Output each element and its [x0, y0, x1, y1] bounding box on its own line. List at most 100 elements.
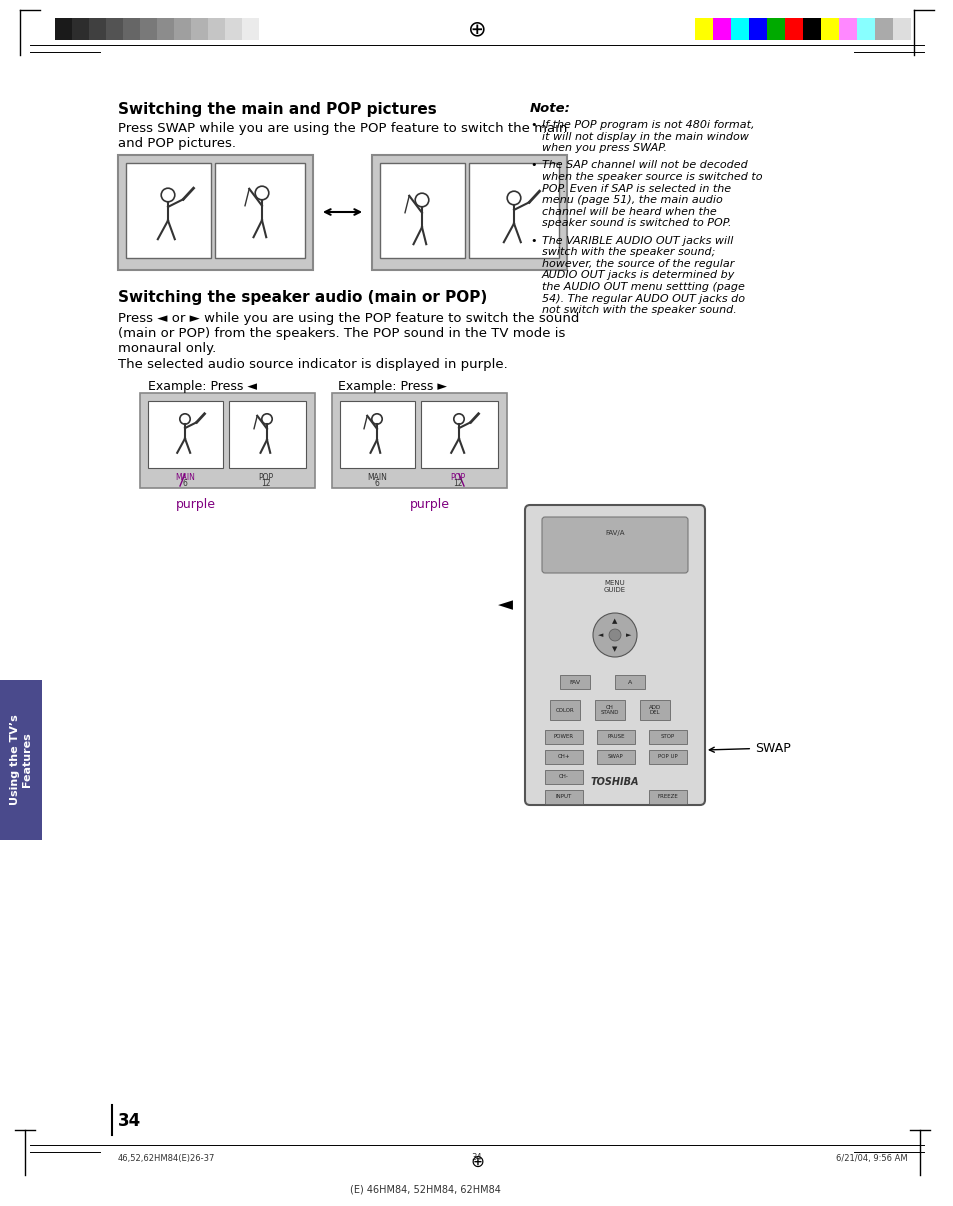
Text: purple: purple	[175, 498, 215, 511]
Bar	[89, 18, 106, 40]
Text: ◄: ◄	[598, 632, 603, 638]
Text: POWER: POWER	[554, 734, 574, 739]
Text: 6/21/04, 9:56 AM: 6/21/04, 9:56 AM	[835, 1153, 906, 1163]
Bar	[748, 18, 766, 40]
Bar	[71, 18, 89, 40]
Text: ⊕: ⊕	[467, 19, 486, 39]
Text: COLOR: COLOR	[555, 708, 574, 713]
Bar	[469, 163, 558, 258]
Text: 12: 12	[453, 480, 462, 488]
Text: Press ◄ or ► while you are using the POP feature to switch the sound
(main or PO: Press ◄ or ► while you are using the POP…	[118, 312, 578, 355]
Text: MENU
GUIDE: MENU GUIDE	[603, 580, 625, 593]
Bar	[148, 402, 223, 468]
Text: 12: 12	[261, 480, 271, 488]
Text: TOSHIBA: TOSHIBA	[590, 777, 639, 788]
Bar	[730, 18, 748, 40]
Text: A: A	[627, 679, 632, 685]
Text: Switching the speaker audio (main or POP): Switching the speaker audio (main or POP…	[118, 289, 487, 305]
Text: ⊕: ⊕	[470, 1153, 483, 1171]
Bar	[225, 18, 242, 40]
Bar	[191, 18, 208, 40]
Text: Example: Press ►: Example: Press ►	[337, 380, 447, 393]
Text: •: •	[530, 121, 536, 130]
Bar	[856, 18, 874, 40]
Bar	[229, 402, 306, 468]
Text: CH-: CH-	[558, 774, 568, 779]
Text: Switching the main and POP pictures: Switching the main and POP pictures	[118, 103, 436, 117]
Text: ADD
DEL: ADD DEL	[648, 704, 660, 715]
Bar	[892, 18, 910, 40]
Circle shape	[593, 613, 637, 657]
Text: STOP: STOP	[660, 734, 675, 739]
Text: Using the TV’s
Features: Using the TV’s Features	[10, 715, 31, 806]
Text: •: •	[530, 160, 536, 170]
Text: •: •	[530, 235, 536, 246]
Bar	[712, 18, 730, 40]
Bar	[648, 730, 686, 744]
Text: INPUT: INPUT	[556, 795, 572, 800]
Bar	[874, 18, 892, 40]
Bar	[332, 393, 506, 488]
Text: FAV: FAV	[569, 679, 580, 685]
Bar	[821, 18, 838, 40]
Bar	[766, 18, 784, 40]
Bar	[242, 18, 258, 40]
Text: SWAP: SWAP	[709, 742, 790, 755]
Circle shape	[608, 630, 620, 642]
Bar	[550, 699, 579, 720]
Bar	[597, 730, 635, 744]
Bar	[118, 156, 313, 270]
Bar	[639, 699, 669, 720]
Bar	[595, 699, 624, 720]
Bar	[339, 402, 415, 468]
Bar	[695, 18, 712, 40]
Text: ▲: ▲	[612, 617, 617, 624]
Bar	[648, 790, 686, 804]
Bar	[372, 156, 566, 270]
Bar	[559, 675, 589, 689]
Text: The SAP channel will not be decoded
when the speaker source is switched to
POP. : The SAP channel will not be decoded when…	[541, 160, 761, 228]
Bar	[258, 18, 275, 40]
Bar	[157, 18, 173, 40]
FancyBboxPatch shape	[524, 505, 704, 804]
Bar	[784, 18, 802, 40]
Text: Press SWAP while you are using the POP feature to switch the main
and POP pictur: Press SWAP while you are using the POP f…	[118, 122, 567, 150]
Text: The selected audio source indicator is displayed in purple.: The selected audio source indicator is d…	[118, 358, 507, 371]
Bar	[214, 163, 305, 258]
Text: FREEZE: FREEZE	[657, 795, 678, 800]
Bar	[420, 402, 497, 468]
Text: PAUSE: PAUSE	[607, 734, 624, 739]
Bar	[140, 393, 314, 488]
Bar	[0, 680, 42, 841]
Text: ▼: ▼	[612, 646, 617, 652]
Text: Example: Press ◄: Example: Press ◄	[148, 380, 256, 393]
FancyBboxPatch shape	[541, 517, 687, 573]
Text: SWAP: SWAP	[607, 755, 623, 760]
Bar	[802, 18, 821, 40]
Bar	[544, 790, 582, 804]
Text: The VARIBLE AUDIO OUT jacks will
switch with the speaker sound;
however, the sou: The VARIBLE AUDIO OUT jacks will switch …	[541, 235, 744, 315]
Bar	[597, 750, 635, 763]
Text: MAIN: MAIN	[175, 474, 194, 482]
Bar	[106, 18, 123, 40]
Text: ◄: ◄	[497, 596, 512, 615]
Text: CH+: CH+	[558, 755, 570, 760]
Text: MAIN: MAIN	[367, 474, 387, 482]
Bar	[648, 750, 686, 763]
Text: 6: 6	[182, 480, 187, 488]
Bar	[544, 750, 582, 763]
Bar	[838, 18, 856, 40]
Text: POP UP: POP UP	[658, 755, 678, 760]
Text: CH
STAND: CH STAND	[600, 704, 618, 715]
Bar	[544, 730, 582, 744]
Bar	[544, 769, 582, 784]
Text: Note:: Note:	[530, 103, 570, 115]
Bar	[123, 18, 140, 40]
Text: (E) 46HM84, 52HM84, 62HM84: (E) 46HM84, 52HM84, 62HM84	[350, 1185, 500, 1195]
Text: 34: 34	[118, 1112, 141, 1130]
Bar	[379, 163, 464, 258]
Bar	[208, 18, 225, 40]
Text: purple: purple	[410, 498, 450, 511]
Text: 6: 6	[375, 480, 379, 488]
Text: ►: ►	[626, 632, 631, 638]
